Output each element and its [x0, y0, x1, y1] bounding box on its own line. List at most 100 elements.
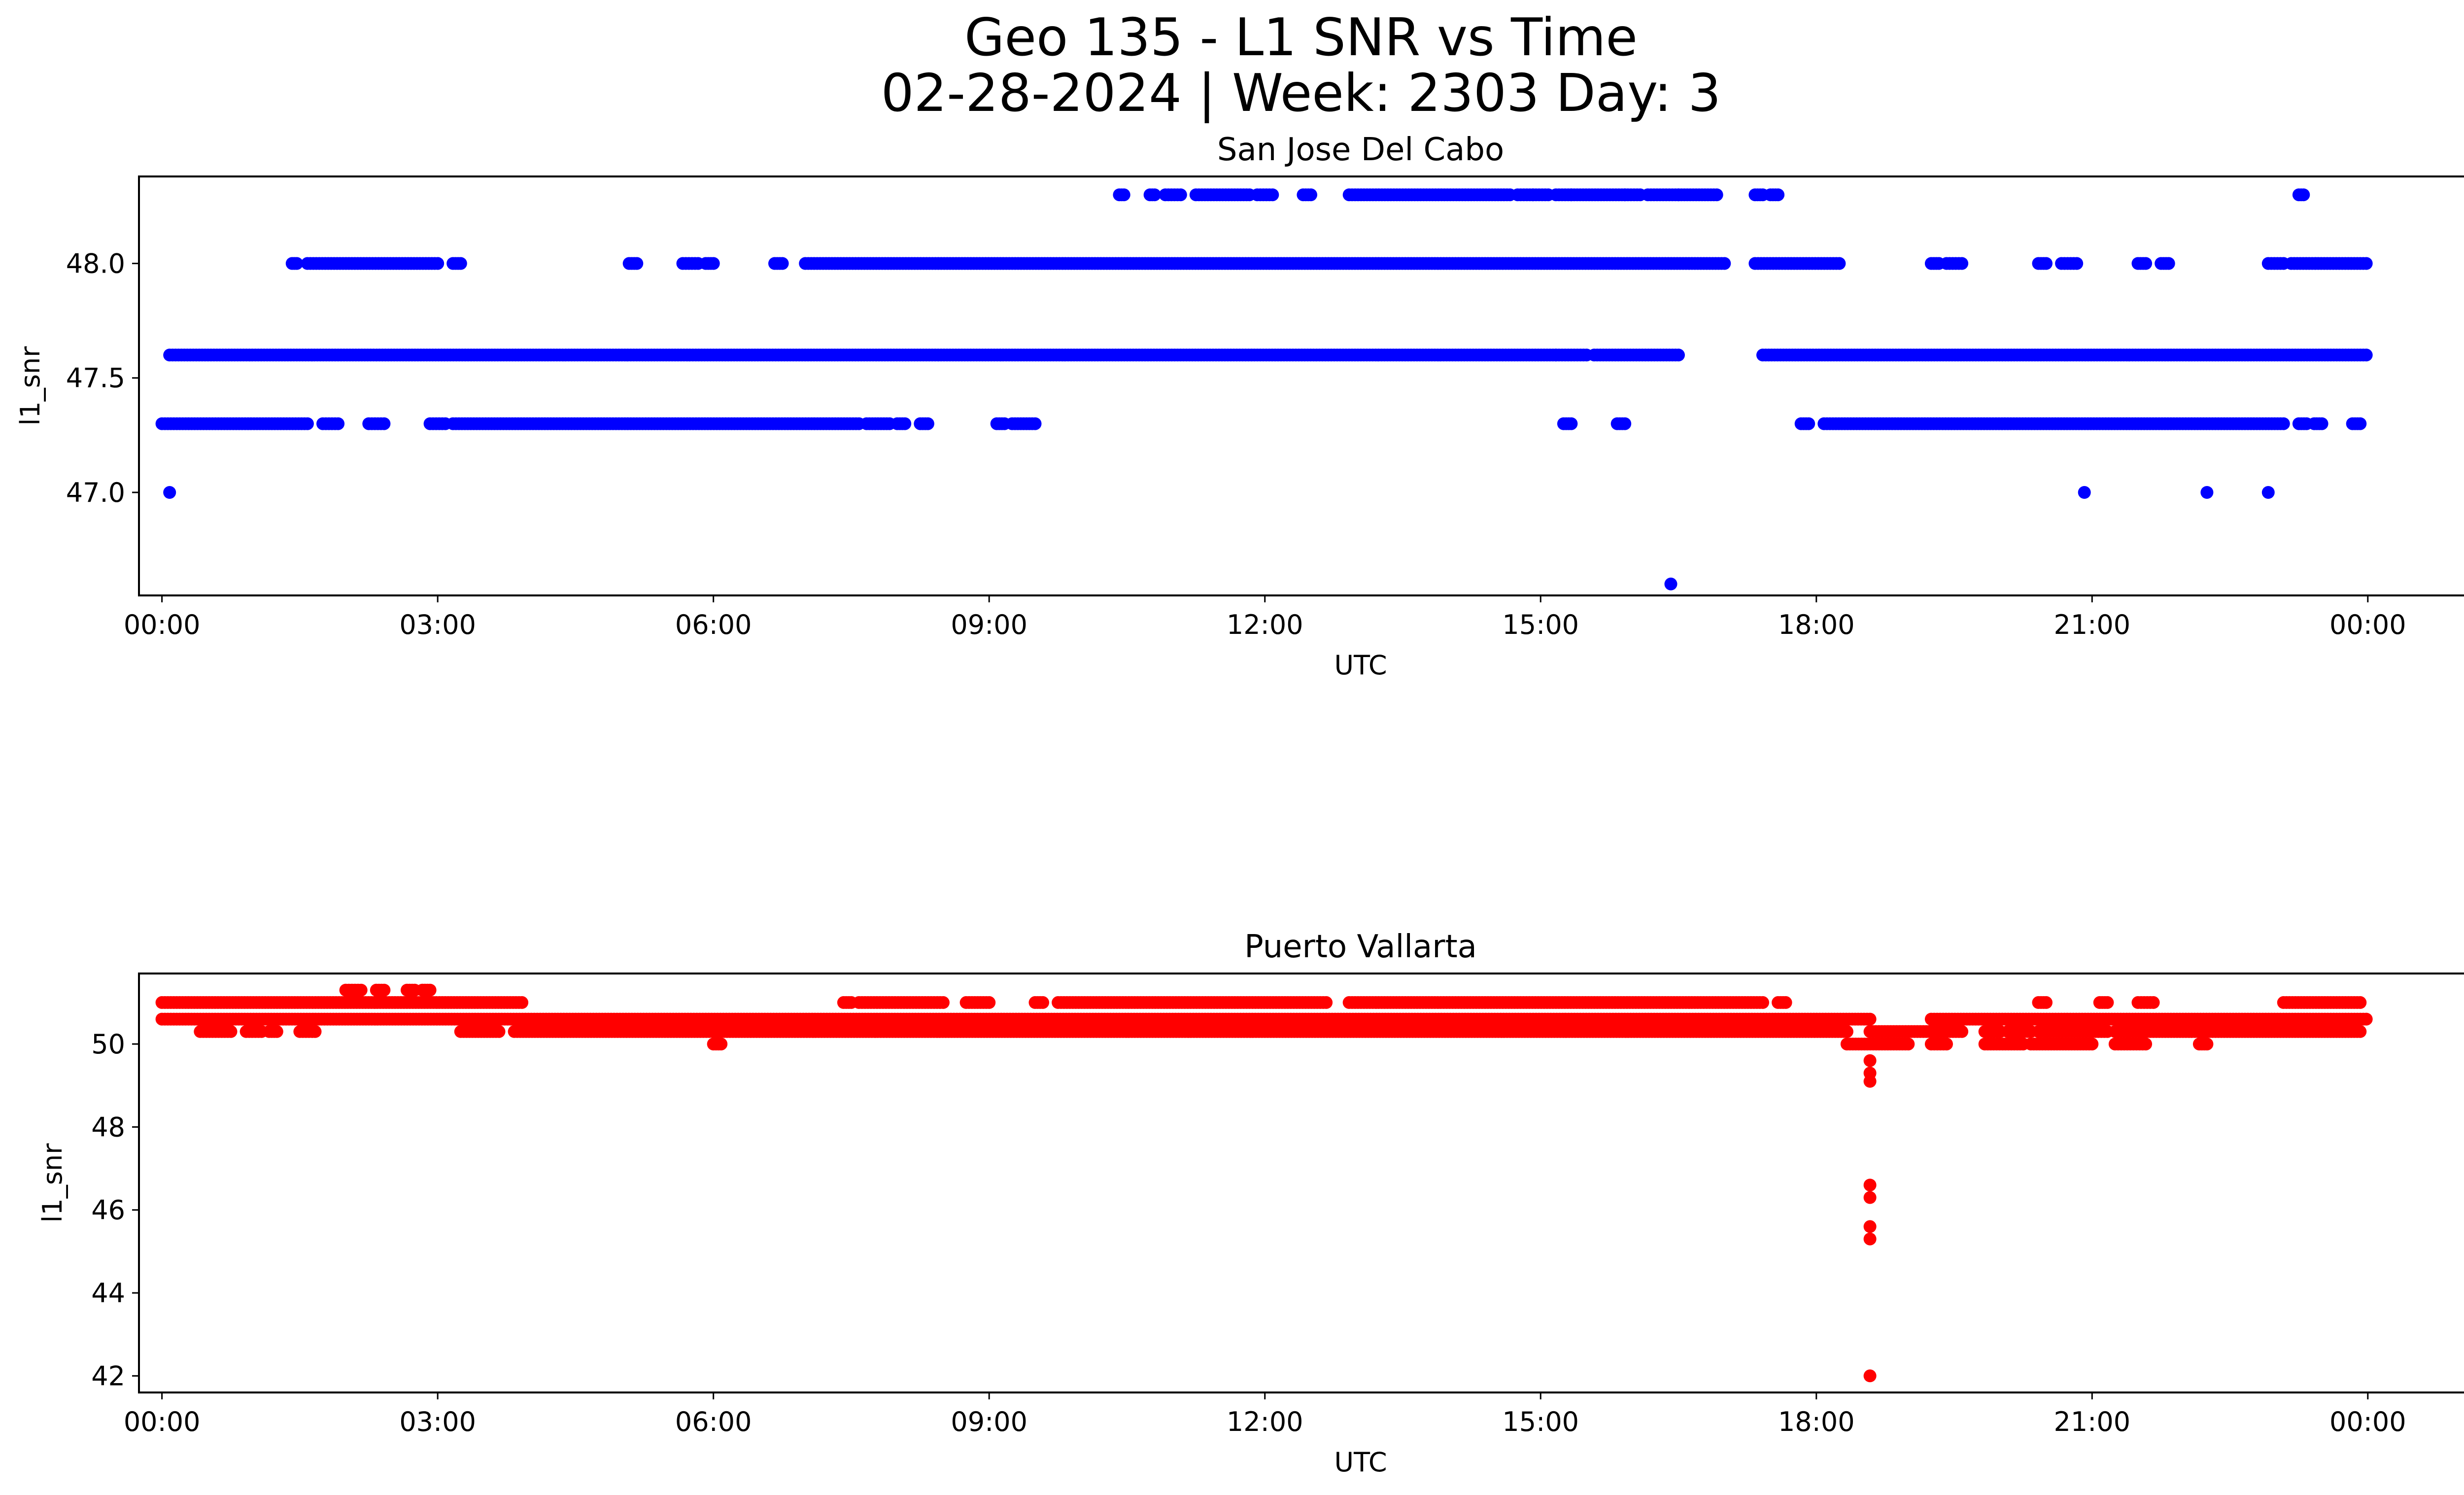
data-point	[2360, 257, 2373, 270]
y-tick-label: 47.5	[66, 363, 125, 394]
plot-frame-bottom	[138, 973, 2464, 1393]
data-point	[2040, 257, 2053, 270]
x-tick-label: 21:00	[2053, 1406, 2130, 1437]
data-point	[332, 417, 345, 430]
data-point	[2040, 996, 2053, 1009]
data-point	[377, 417, 391, 430]
data-point	[1148, 188, 1161, 202]
data-point	[1028, 417, 1042, 430]
y-tick-label: 42	[91, 1360, 125, 1391]
x-axis-ticks-bottom: 00:00 03:00 06:00 09:00 12:00 15:00 18:00 21:00…	[124, 1392, 2406, 1437]
data-point	[1863, 1220, 1877, 1233]
data-point	[1756, 996, 1769, 1009]
marks-san-jose-del-cabo	[155, 188, 2373, 591]
x-tick-label: 00:00	[124, 1406, 201, 1437]
plot-frame-top	[138, 175, 2464, 596]
y-tick-label: 44	[91, 1278, 125, 1309]
data-point	[2139, 257, 2153, 270]
data-point	[1863, 1232, 1877, 1246]
data-point	[2139, 1038, 2153, 1051]
x-axis-label-bottom: UTC	[1334, 1447, 1387, 1478]
x-tick-label: 18:00	[1778, 1406, 1855, 1437]
data-point	[2078, 486, 2091, 499]
data-point	[715, 1038, 728, 1051]
data-point	[1618, 417, 1632, 430]
x-axis-ticks-top: 00:00 03:00 06:00 09:00 12:00 15:00 18:00 21:00…	[124, 595, 2406, 640]
y-tick-label: 47.0	[66, 477, 125, 508]
x-tick-label: 03:00	[399, 1406, 476, 1437]
data-point	[776, 257, 789, 270]
data-point	[1955, 1025, 1969, 1038]
panel-san-jose-del-cabo: 00:00 03:00 06:00 09:00 12:00 15:00 18:00 21:00…	[15, 132, 2464, 681]
x-tick-label: 09:00	[951, 1406, 1027, 1437]
data-point	[1863, 1012, 1877, 1026]
data-point	[921, 417, 934, 430]
data-point	[1863, 1054, 1877, 1067]
data-point	[423, 983, 437, 997]
data-point	[2200, 486, 2214, 499]
data-point	[2360, 1012, 2373, 1026]
data-point	[515, 996, 529, 1009]
data-point	[1779, 996, 1792, 1009]
data-point	[354, 983, 368, 997]
data-point	[1710, 188, 1723, 202]
y-tick-label: 48.0	[66, 248, 125, 279]
data-point	[1863, 1075, 1877, 1088]
data-point	[1036, 996, 1049, 1009]
data-point	[630, 257, 644, 270]
y-axis-ticks-bottom: 42 44 46 48 50	[91, 1029, 139, 1391]
data-point	[1863, 1191, 1877, 1204]
x-tick-label: 00:00	[124, 609, 201, 640]
x-tick-label: 18:00	[1778, 609, 1855, 640]
data-point	[2354, 996, 2367, 1009]
x-tick-label: 00:00	[2329, 609, 2406, 640]
data-point	[983, 996, 996, 1009]
x-tick-label: 15:00	[1502, 1406, 1579, 1437]
data-point	[2277, 417, 2290, 430]
subplot-title-bottom: Puerto Vallarta	[1244, 929, 1477, 965]
data-point	[454, 257, 467, 270]
data-point	[270, 1025, 283, 1038]
x-tick-label: 00:00	[2329, 1406, 2406, 1437]
data-point	[2360, 348, 2373, 362]
data-point	[290, 257, 304, 270]
x-tick-label: 09:00	[951, 609, 1027, 640]
y-axis-label-top: l1_snr	[15, 346, 46, 426]
data-point	[431, 257, 445, 270]
data-point	[1863, 1179, 1877, 1192]
data-point	[2162, 257, 2175, 270]
figure-title-line1: Geo 135 - L1 SNR vs Time	[964, 7, 1638, 68]
data-point	[1672, 348, 1685, 362]
data-point	[1902, 1038, 1915, 1051]
data-point	[936, 996, 950, 1009]
data-point	[2101, 996, 2114, 1009]
data-point	[1117, 188, 1130, 202]
data-point	[1940, 1038, 1953, 1051]
data-point	[898, 417, 912, 430]
data-point	[2354, 417, 2367, 430]
x-tick-label: 12:00	[1227, 609, 1303, 640]
x-tick-label: 06:00	[675, 1406, 752, 1437]
x-tick-label: 03:00	[399, 609, 476, 640]
data-point	[1833, 257, 1846, 270]
data-point	[2070, 257, 2084, 270]
subplot-title-top: San Jose Del Cabo	[1217, 132, 1504, 168]
data-point	[163, 486, 176, 499]
figure-title-line2: 02-28-2024 | Week: 2303 Day: 3	[881, 63, 1721, 124]
data-point	[1320, 996, 1333, 1009]
x-tick-label: 12:00	[1227, 1406, 1303, 1437]
data-point	[2354, 1025, 2367, 1038]
y-axis-label-bottom: l1_snr	[37, 1143, 68, 1223]
data-point	[1955, 257, 1969, 270]
data-point	[1664, 577, 1677, 591]
data-point	[707, 257, 720, 270]
data-point	[2261, 486, 2275, 499]
data-point	[2200, 1038, 2214, 1051]
data-point	[308, 1025, 322, 1038]
data-point	[2315, 417, 2328, 430]
data-point	[1802, 417, 1815, 430]
x-axis-label-top: UTC	[1334, 650, 1387, 681]
y-axis-ticks-top: 47.0 47.5 48.0	[66, 248, 139, 508]
data-point	[1840, 1025, 1853, 1038]
data-point	[2086, 1038, 2099, 1051]
